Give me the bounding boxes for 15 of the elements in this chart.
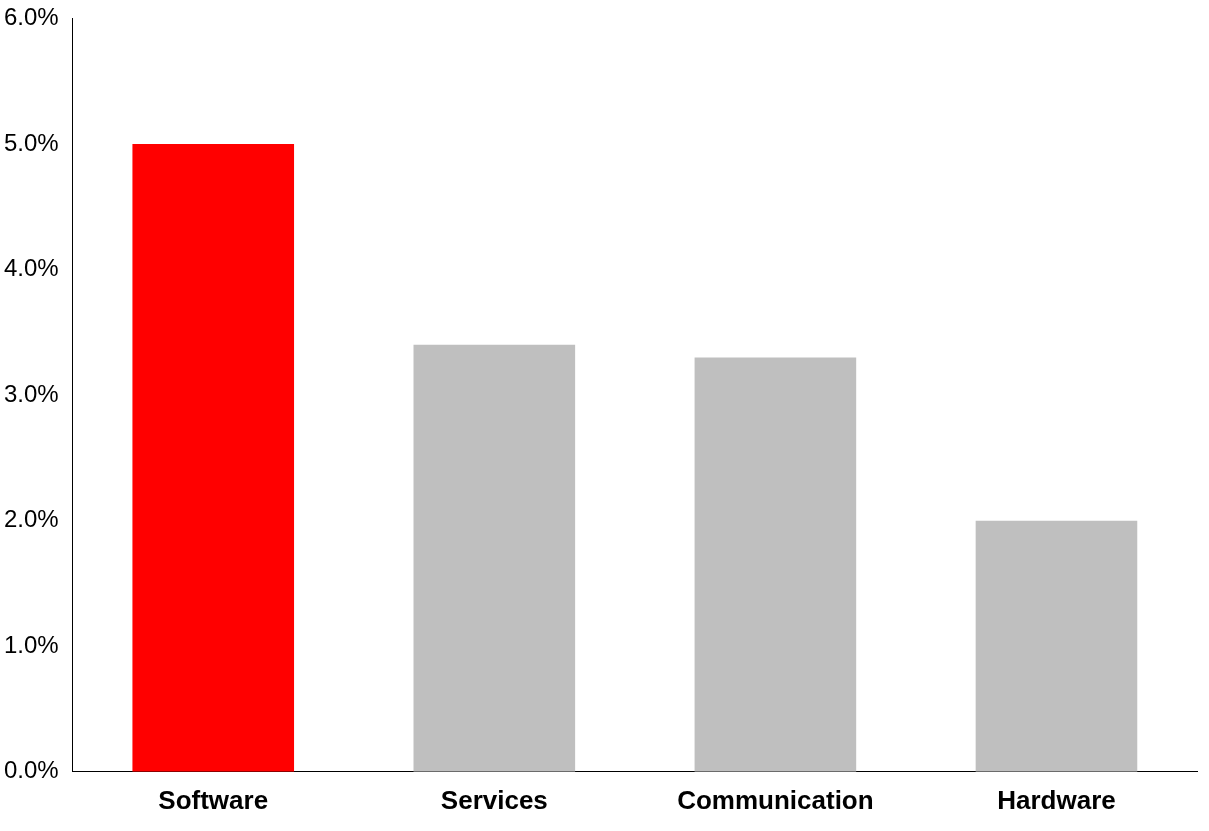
y-tick-label: 3.0%: [4, 379, 59, 407]
x-tick-label: Services: [440, 784, 548, 815]
bar: [694, 357, 857, 772]
y-tick-label: 2.0%: [4, 505, 59, 533]
y-tick-label: 0.0%: [4, 756, 59, 784]
x-tick-label: Software: [158, 784, 269, 815]
bar: [413, 344, 576, 772]
bar: [132, 143, 295, 772]
y-tick-label: 5.0%: [4, 128, 59, 156]
y-tick-label: 6.0%: [4, 3, 59, 31]
x-tick-label: Communication: [677, 784, 874, 815]
bar: [975, 520, 1138, 772]
x-tick-label: Hardware: [997, 784, 1116, 815]
y-tick-label: 4.0%: [4, 254, 59, 282]
y-tick-label: 1.0%: [4, 630, 59, 658]
